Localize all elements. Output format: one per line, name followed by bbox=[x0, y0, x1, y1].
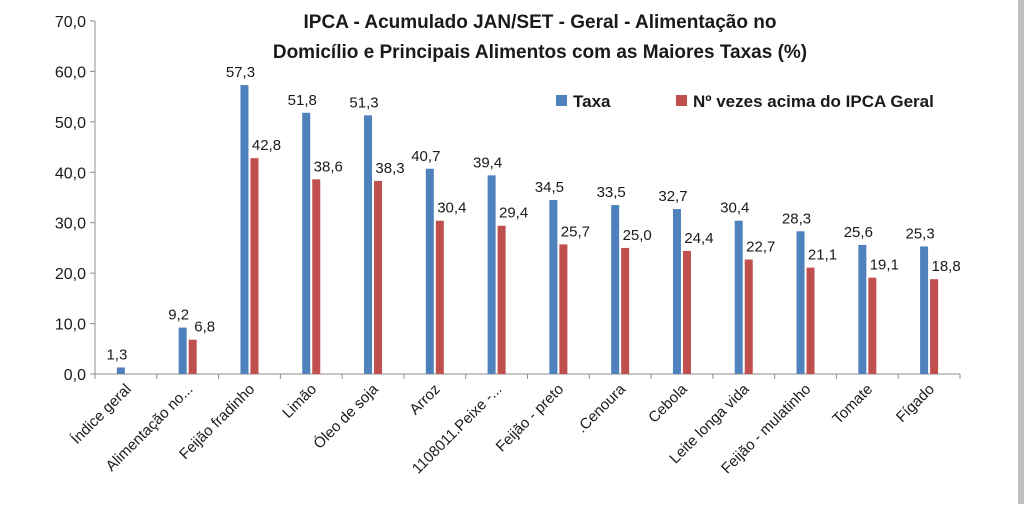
data-label-taxa: 39,4 bbox=[473, 154, 502, 171]
chart-title-line2: Domicílio e Principais Alimentos com as … bbox=[273, 42, 807, 63]
bar-taxa bbox=[858, 244, 867, 374]
bar-vezes bbox=[806, 267, 815, 374]
data-label-taxa: 40,7 bbox=[411, 148, 440, 165]
data-label-taxa: 51,3 bbox=[349, 94, 378, 111]
bar-taxa bbox=[425, 168, 434, 374]
bar-vezes bbox=[868, 277, 877, 374]
y-tick-label: 0,0 bbox=[64, 367, 86, 384]
legend-swatch-taxa bbox=[556, 95, 567, 106]
data-label-vezes: 29,4 bbox=[499, 205, 528, 222]
data-label-taxa: 51,8 bbox=[288, 92, 317, 109]
data-label-vezes: 6,8 bbox=[194, 319, 215, 336]
data-label-vezes: 38,3 bbox=[375, 160, 404, 177]
data-label-vezes: 42,8 bbox=[252, 137, 281, 154]
data-label-taxa: 33,5 bbox=[597, 184, 626, 201]
data-label-vezes: 30,4 bbox=[437, 200, 466, 217]
y-axis: 0,0 10,0 20,0 30,0 40,0 50,0 60,0 70,0 bbox=[55, 14, 96, 384]
legend-label-taxa: Taxa bbox=[573, 92, 611, 111]
bar-taxa bbox=[920, 246, 929, 374]
bar-vezes bbox=[744, 259, 753, 374]
data-label-vezes: 18,8 bbox=[932, 258, 961, 275]
y-tick-label: 20,0 bbox=[55, 266, 86, 283]
bar-vezes bbox=[930, 279, 939, 374]
window-edge bbox=[1018, 0, 1024, 504]
category-label: Limão bbox=[279, 381, 320, 422]
y-tick-label: 50,0 bbox=[55, 115, 86, 132]
data-label-vezes: 38,6 bbox=[314, 158, 343, 175]
bar-taxa bbox=[487, 175, 496, 374]
bar-taxa bbox=[240, 85, 249, 375]
legend: Taxa Nº vezes acima do IPCA Geral bbox=[556, 92, 934, 111]
bar-taxa bbox=[796, 231, 805, 374]
bar-taxa bbox=[734, 220, 743, 374]
data-label-vezes: 25,0 bbox=[623, 227, 652, 244]
bar-vezes bbox=[497, 225, 506, 374]
category-label: Fígado bbox=[893, 381, 938, 426]
category-label: Arroz bbox=[406, 381, 443, 418]
data-labels: 1,3 9,2 6,8 57,3 42,8 51,8 38,6 51,3 38,3 40,7 30,… bbox=[106, 64, 960, 363]
y-tick-label: 60,0 bbox=[55, 64, 86, 81]
bar-vezes bbox=[621, 247, 630, 374]
data-label-taxa: 25,6 bbox=[844, 224, 873, 241]
y-tick-label: 30,0 bbox=[55, 216, 86, 233]
legend-label-vezes: Nº vezes acima do IPCA Geral bbox=[693, 92, 934, 111]
data-label-vezes: 19,1 bbox=[870, 257, 899, 274]
bar-vezes bbox=[374, 180, 383, 374]
bar-vezes bbox=[188, 339, 197, 374]
chart-title-line1: IPCA - Acumulado JAN/SET - Geral - Alime… bbox=[304, 12, 777, 33]
y-tick-label: 10,0 bbox=[55, 317, 86, 334]
bar-taxa bbox=[549, 200, 558, 374]
bar-vezes bbox=[250, 158, 259, 374]
bar-vezes bbox=[435, 220, 444, 374]
data-label-vezes: 21,1 bbox=[808, 247, 837, 264]
category-label: Tomate bbox=[829, 381, 876, 428]
data-label-vezes: 22,7 bbox=[746, 239, 775, 256]
y-tick-label: 40,0 bbox=[55, 165, 86, 182]
bar-vezes bbox=[682, 250, 691, 374]
bar-vezes bbox=[559, 244, 568, 374]
data-label-taxa: 9,2 bbox=[168, 307, 189, 324]
data-label-taxa: 34,5 bbox=[535, 179, 564, 196]
category-label: Cebola bbox=[645, 380, 691, 426]
category-label: Óleo de soja bbox=[310, 380, 382, 452]
x-axis bbox=[94, 373, 961, 379]
y-tick-label: 70,0 bbox=[55, 14, 86, 31]
bar-vezes bbox=[312, 179, 321, 374]
data-label-taxa: 1,3 bbox=[106, 346, 127, 363]
data-label-taxa: 30,4 bbox=[720, 200, 749, 217]
data-label-taxa: 32,7 bbox=[658, 188, 687, 205]
bar-taxa bbox=[178, 327, 187, 374]
data-label-taxa: 25,3 bbox=[906, 225, 935, 242]
category-label: Índice geral bbox=[68, 381, 135, 448]
bar-taxa bbox=[611, 205, 620, 374]
bar-taxa bbox=[116, 367, 125, 374]
data-label-vezes: 25,7 bbox=[561, 223, 590, 240]
data-label-taxa: 57,3 bbox=[226, 64, 255, 81]
data-label-vezes: 24,4 bbox=[684, 230, 713, 247]
bar-taxa bbox=[672, 209, 681, 374]
bar-taxa bbox=[364, 115, 373, 375]
data-label-taxa: 28,3 bbox=[782, 210, 811, 227]
category-label: .Cenoura bbox=[573, 380, 629, 436]
bars bbox=[116, 85, 939, 375]
bar-taxa bbox=[302, 112, 311, 374]
legend-swatch-vezes bbox=[676, 95, 687, 106]
